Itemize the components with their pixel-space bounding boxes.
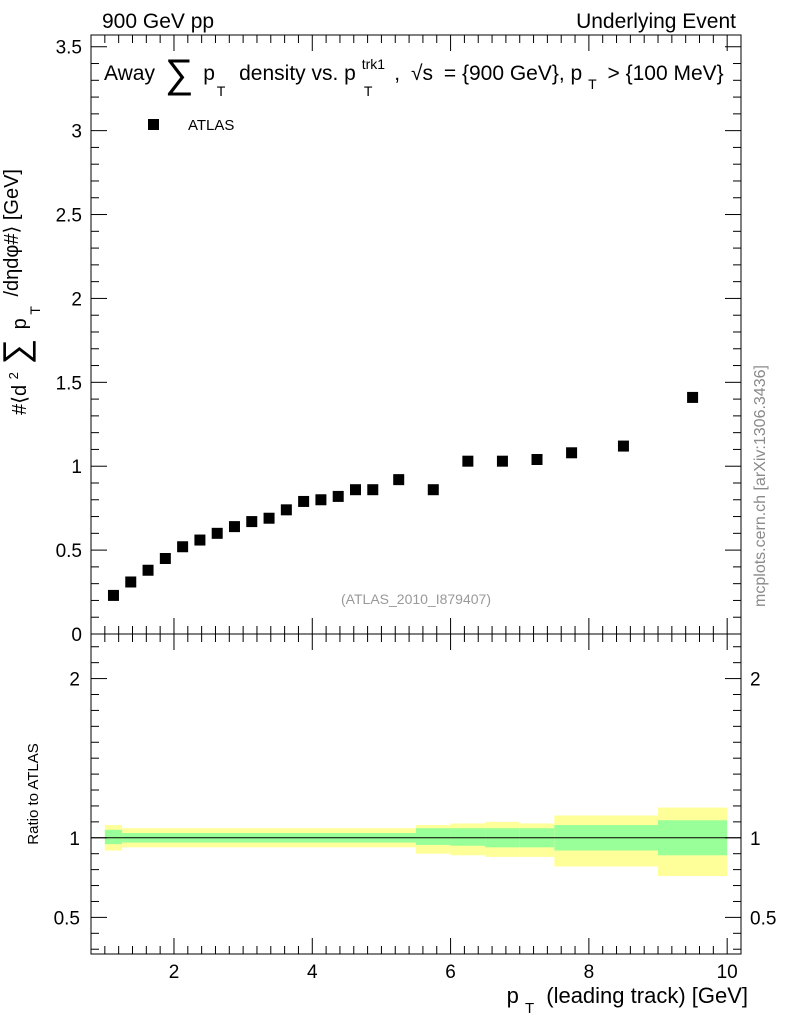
ratio-y-tick-label-left-0: 0.5 [54, 908, 80, 929]
title-sqrt: √s [411, 62, 433, 85]
main-panel: 0 0.5 1 1.5 2 2.5 3 3.5 [56, 34, 742, 646]
data-point-9 [263, 512, 275, 524]
data-point-14 [349, 484, 361, 496]
ylabel-part3: /dηdφ#⟩ [GeV] [1, 169, 23, 297]
data-point-21 [566, 447, 578, 459]
x-tick-label-10: 10 [717, 962, 738, 983]
ratio-bands [104, 807, 728, 876]
ylabel-part1: #⟨d [9, 385, 31, 415]
title-sub-t3: T [588, 76, 597, 92]
ratio-axis-ticks: 2 4 6 8 10 0.5 0.5 1 1 2 2 [54, 634, 776, 983]
main-y-tick-label-1: 0.5 [56, 541, 82, 562]
ylabel-sup2: 2 [6, 372, 21, 379]
ratio-inner-band-0 [104, 829, 123, 845]
main-y-tick-label-0: 0 [71, 625, 82, 646]
data-point-6 [211, 527, 223, 539]
ylabel-subT: T [27, 306, 43, 315]
data-point-22 [617, 440, 629, 452]
ratio-panel: 2 4 6 8 10 0.5 0.5 1 1 2 2 [54, 633, 776, 983]
main-y-tick-label-2: 1 [71, 457, 82, 478]
ratio-y-tick-label-left-1: 1 [69, 829, 80, 850]
x-tick-label-6: 6 [445, 962, 456, 983]
header-right: Underlying Event [576, 10, 736, 33]
ratio-inner-band-2 [416, 828, 451, 845]
title-prefix: Away [104, 62, 155, 85]
title-p: p [203, 62, 215, 85]
analysis-tag: (ATLAS_2010_I879407) [341, 591, 491, 607]
title-energy: = {900 GeV}, p [444, 62, 582, 85]
x-axis-label: p T (leading track) [GeV] [507, 983, 748, 1018]
data-point-8 [246, 516, 258, 528]
data-point-4 [177, 541, 189, 553]
ylabel-sum: ∑ [0, 339, 36, 365]
main-y-axis-label: #⟨d 2 ∑ p T /dηdφ#⟩ [GeV] [0, 169, 45, 415]
ratio-plot-frame [90, 633, 742, 955]
main-y-tick-label-5: 2.5 [56, 206, 82, 227]
ylabel-part2: p [9, 318, 31, 329]
data-point-18 [462, 455, 474, 467]
ratio-y-axis-label: Ratio to ATLAS [25, 743, 42, 844]
data-point-5 [194, 534, 206, 546]
data-point-13 [332, 490, 344, 502]
xlabel-rest: (leading track) [GeV] [546, 983, 748, 1008]
ratio-y-tick-label-left-2: 2 [69, 670, 80, 691]
plot-title: Away ∑ p T density vs. p trk1 T , √s = {… [104, 51, 724, 101]
data-point-16 [393, 474, 405, 486]
x-tick-label-8: 8 [584, 962, 595, 983]
ratio-y-tick-label-right-2: 2 [750, 670, 761, 691]
x-tick-label-2: 2 [169, 962, 180, 983]
legend-label: ATLAS [188, 117, 234, 134]
data-point-0 [107, 589, 119, 601]
main-y-tick-label-4: 2 [71, 289, 82, 310]
main-y-tick-label-7: 3.5 [56, 38, 82, 59]
title-sub-t1: T [217, 83, 226, 99]
data-point-20 [531, 454, 543, 466]
legend-marker [148, 119, 159, 130]
data-point-11 [298, 495, 310, 507]
data-point-23 [687, 391, 699, 403]
title-sup-trk1: trk1 [362, 56, 386, 72]
data-point-2 [142, 564, 154, 576]
credit-text: mcplots.cern.ch [arXiv:1306.3436] [752, 365, 769, 607]
data-point-1 [125, 576, 137, 588]
main-axis-ticks: 0 0.5 1 1.5 2 2.5 3 3.5 [56, 35, 741, 646]
title-cut: > {100 MeV} [607, 62, 723, 85]
ratio-y-tick-label-right-1: 1 [750, 829, 761, 850]
main-y-tick-label-6: 3 [71, 122, 82, 143]
title-sum-symbol: ∑ [165, 52, 194, 96]
title-sub-t2: T [364, 83, 373, 99]
data-point-19 [496, 455, 508, 467]
title-comma: , [394, 62, 400, 85]
data-point-3 [159, 552, 171, 564]
data-point-10 [280, 504, 292, 516]
data-point-12 [315, 494, 327, 506]
data-point-7 [228, 521, 240, 533]
main-y-tick-label-3: 1.5 [56, 373, 82, 394]
header-left: 900 GeV pp [102, 10, 214, 33]
x-tick-label-4: 4 [307, 962, 318, 983]
xlabel-p: p [507, 983, 519, 1008]
ratio-inner-band-3 [450, 828, 486, 846]
title-mid: density vs. p [239, 62, 356, 85]
data-point-15 [367, 484, 379, 496]
xlabel-sub: T [525, 1000, 534, 1017]
main-markers [107, 391, 699, 601]
ratio-y-tick-label-right-0: 0.5 [750, 908, 776, 929]
data-point-17 [427, 484, 439, 496]
